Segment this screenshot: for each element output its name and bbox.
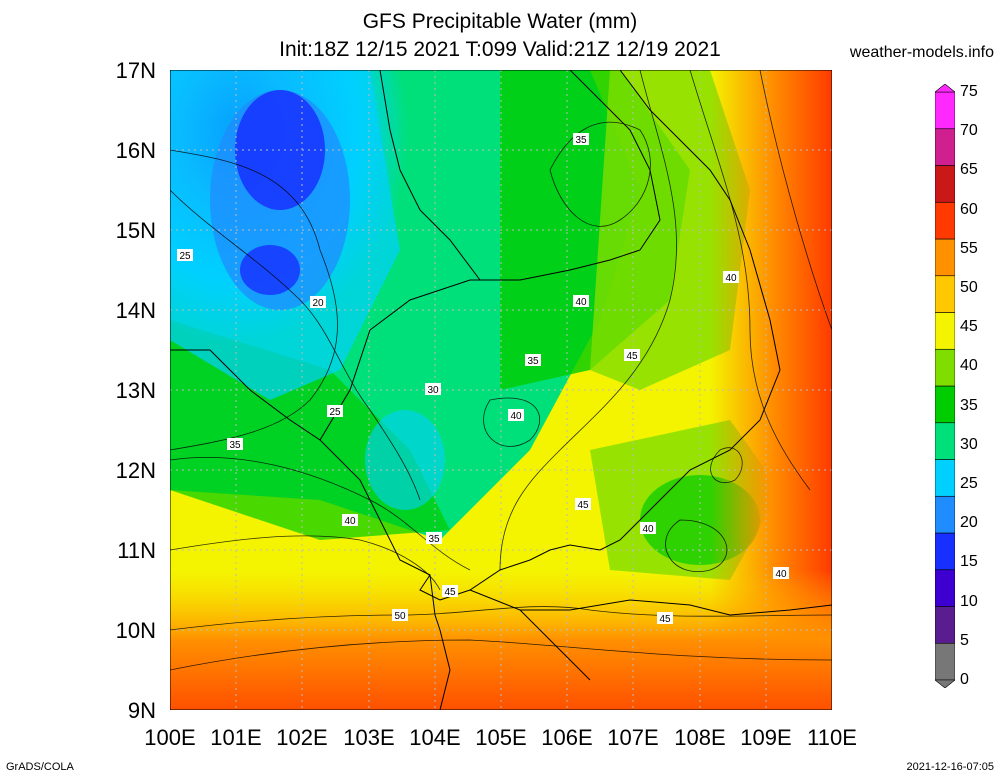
contour-label: 35 [229,440,241,451]
contour-label: 40 [642,524,654,535]
contour-label: 40 [725,273,737,284]
contour-labels: 35 25 20 40 40 35 45 25 30 40 35 45 40 4… [177,133,789,625]
colorbar-segment [935,312,955,350]
contour-label: 25 [179,251,191,262]
colorbar-segment [935,165,955,203]
lon-label: 109E [740,725,792,750]
colorbar-label: 60 [960,200,978,218]
colorbar-segment [935,348,955,387]
lat-label: 12N [115,458,156,483]
footer-right: 2021-12-16-07:05 [906,761,994,773]
contour-label: 45 [626,351,638,362]
colorbar [935,84,955,688]
chart-subtitle: Init:18Z 12/15 2021 T:099 Valid:21Z 12/1… [279,38,721,61]
colorbar-segment [935,495,955,534]
contour-label: 35 [428,534,440,545]
contour-label: 45 [659,614,671,625]
lat-label: 9N [127,698,156,723]
lon-label: 100E [144,725,196,750]
lon-label: 103E [343,725,395,750]
contour-label: 45 [444,587,456,598]
colorbar-segment [935,201,955,240]
colorbar-label: 75 [960,83,978,100]
contour-label: 40 [344,516,356,527]
colorbar-segment [935,422,955,460]
colorbar-segment [935,532,955,571]
lon-label: 110E [807,725,857,750]
colorbar-segment [935,238,955,277]
lat-label: 10N [115,618,156,643]
lon-label: 102E [276,725,328,750]
colorbar-label: 5 [960,631,969,649]
contour-label: 40 [510,411,522,422]
colorbar-segment [935,91,955,130]
colorbar-segment [935,385,955,424]
colorbar-label: 35 [960,396,978,414]
contour-label: 20 [312,298,324,309]
colorbar-label: 50 [960,279,978,296]
colorbar-segment [935,606,955,644]
colorbar-label: 55 [960,239,978,257]
colorbar-label: 45 [960,318,978,336]
colorbar-label: 10 [960,592,978,610]
lat-label: 13N [115,378,156,403]
colorbar-segment [935,569,955,607]
contour-label: 35 [575,135,587,146]
lon-label: 108E [674,725,726,750]
lat-label: 16N [115,138,156,163]
chart-title: GFS Precipitable Water (mm) [362,10,638,33]
colorbar-label: 40 [960,357,978,375]
colorbar-label: 20 [960,514,978,532]
lon-label: 107E [607,725,659,750]
contour-label: 40 [575,297,587,308]
contour-label: 30 [427,385,439,396]
contours [170,70,832,671]
contour-label: 50 [394,611,406,622]
colorbar-label: 65 [960,161,978,179]
contour-label: 45 [577,500,589,511]
footer-left: GrADS/COLA [6,761,74,773]
colorbar-bottom-arrow [935,679,955,688]
lat-label: 17N [115,58,156,83]
colorbar-label: 30 [960,435,978,453]
lon-label: 106E [541,725,593,750]
site-label: weather-models.info [849,44,994,61]
lon-label: 101E [210,725,262,750]
colorbar-segment [935,459,955,497]
contour-label: 35 [527,356,539,367]
colorbar-label: 0 [960,671,969,688]
coastlines [170,70,832,710]
colorbar-segment [935,642,955,681]
lat-label: 11N [117,538,156,563]
contour-label: 25 [329,407,341,418]
colorbar-label: 70 [960,122,978,140]
colorbar-top-arrow [935,84,955,93]
lat-label: 15N [115,218,156,243]
contour-label: 40 [775,569,787,580]
colorbar-label: 25 [960,475,978,492]
lon-label: 104E [409,725,461,750]
map-plot: 35 25 20 40 40 35 45 25 30 40 35 45 40 4… [170,70,832,710]
colorbar-label: 15 [960,553,978,571]
lat-label: 14N [115,298,156,323]
colorbar-segment [935,275,955,313]
lon-label: 105E [475,725,527,750]
colorbar-segment [935,128,955,166]
